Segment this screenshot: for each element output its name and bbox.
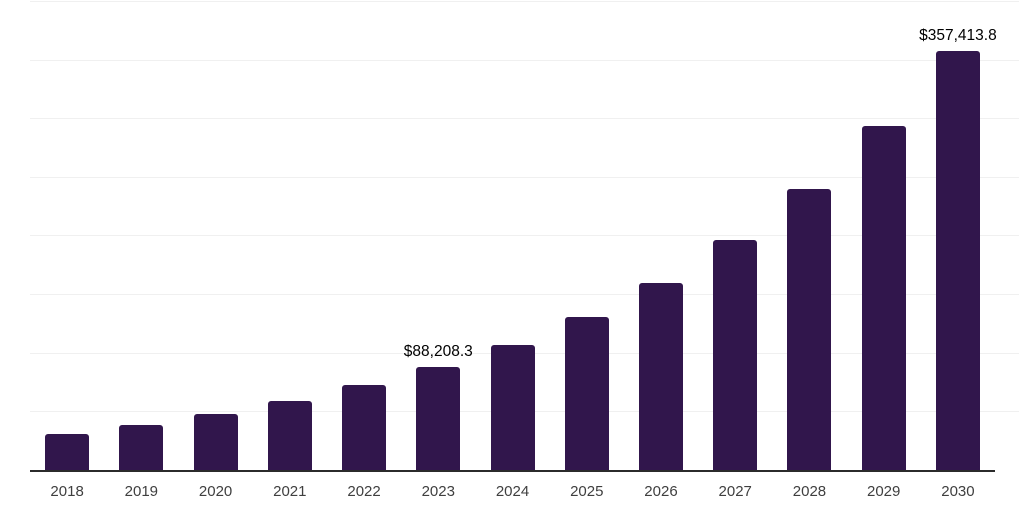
bar-value-label-2023: $88,208.3 — [403, 343, 473, 361]
bar-group-2025 — [550, 1, 624, 470]
x-tick-label-2020: 2020 — [198, 483, 233, 500]
gridline-350000 — [30, 60, 1019, 61]
bar-2024 — [490, 345, 535, 470]
bar-group-2024 — [475, 1, 549, 470]
bar-group-2023: $88,208.3 — [401, 1, 475, 470]
x-tick-label-2024: 2024 — [495, 483, 530, 500]
bar-group-2020 — [178, 1, 252, 470]
bar-2030: $357,413.8 — [919, 28, 997, 470]
bar-2025 — [564, 317, 609, 470]
x-tick-label-2021: 2021 — [273, 483, 307, 500]
bar-2027 — [713, 240, 758, 470]
x-tick-label-2029: 2029 — [867, 483, 901, 500]
x-axis-tick-labels: 2018 2019 2020 2021 2022 2023 2024 2025 2026 2027… — [30, 482, 995, 502]
bar-2023: $88,208.3 — [404, 344, 473, 470]
bar-group-2030: $357,413.8 — [919, 1, 997, 470]
bar-2029 — [861, 126, 906, 470]
plot-area: $88,208.3 $357,413.8 — [30, 1, 1019, 472]
bar-group-2029 — [847, 1, 921, 470]
gridline-200000 — [30, 235, 1019, 236]
bar-group-2019 — [104, 1, 178, 470]
x-tick-label-2026: 2026 — [644, 483, 678, 500]
x-tick-label-2019: 2019 — [124, 483, 159, 500]
bar-2021 — [267, 401, 312, 470]
gridline-150000 — [30, 294, 1019, 295]
x-tick-label-2018: 2018 — [50, 483, 84, 500]
bar-2026 — [638, 283, 683, 470]
bar-group-2028 — [772, 1, 846, 470]
bar-group-2022 — [327, 1, 401, 470]
gridline-300000 — [30, 118, 1019, 119]
bar-group-2021 — [253, 1, 327, 470]
gridline-400000 — [30, 1, 1019, 2]
bars: $88,208.3 $357,413.8 — [30, 1, 997, 470]
bar-2020 — [193, 413, 238, 470]
bar-group-2027 — [698, 1, 772, 470]
x-tick-label-2027: 2027 — [718, 483, 752, 500]
bar-group-2026 — [624, 1, 698, 470]
x-tick-label-2028: 2028 — [792, 483, 827, 500]
gridline-250000 — [30, 177, 1019, 178]
x-tick-label-2023: 2023 — [421, 483, 455, 500]
bar-2019 — [119, 425, 164, 470]
bar-group-2018 — [30, 1, 104, 470]
x-axis-line — [30, 469, 995, 472]
bar-2018 — [45, 434, 90, 470]
x-tick-label-2030: 2030 — [941, 483, 975, 500]
x-tick-label-2025: 2025 — [570, 483, 604, 500]
bar-2028 — [787, 189, 832, 470]
x-tick-label-2022: 2022 — [347, 483, 381, 500]
bar-2022 — [342, 385, 387, 470]
bar-value-label-2030: $357,413.8 — [919, 27, 997, 45]
